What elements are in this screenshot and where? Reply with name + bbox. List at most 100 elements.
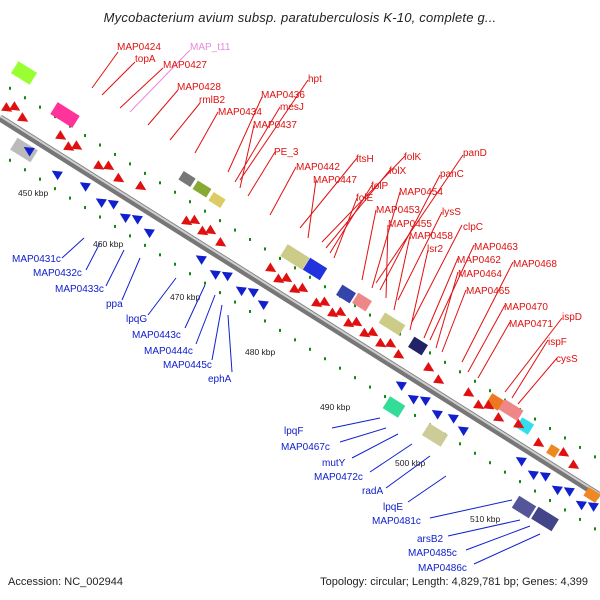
scale-tick [129,234,131,238]
gene-mesJ: mesJ [234,102,304,183]
scale-tick [579,445,581,449]
gene-clpC: clpC [411,222,483,323]
feature-box [10,61,38,85]
gene-label: MAP_t11 [190,42,231,53]
gene-MAP0464: MAP0464 [435,269,502,349]
forward-gene-arrow [335,306,347,317]
gene-arsB2: arsB2 [417,519,521,545]
gene-label: clpC [463,222,483,233]
gene-label: MAP0471 [509,319,553,330]
forward-gene-arrow [493,412,505,422]
gene-label: MAP0444c [144,346,193,357]
scale-tick [189,200,191,204]
forward-gene-arrow [473,399,485,410]
scale-tick [489,389,491,393]
reverse-gene-arrow [257,300,269,310]
gene-label: MAP0424 [117,42,161,53]
gene-MAP0432c: MAP0432c [33,242,101,279]
forward-gene-arrow [393,349,405,359]
scale-tick [294,338,296,342]
forward-gene-arrow [281,272,293,283]
gene-label: MAP0437 [253,120,297,131]
forward-gene-arrow [55,130,67,140]
genome-backbone-highlight [0,115,600,495]
scale-tick [504,470,506,474]
gene-PE_3: PE_3 [247,147,299,197]
scale-label: 450 kbp [18,188,49,198]
scale-labels: 450 kbp 460 kbp 470 kbp 480 kbp 490 kbp … [18,188,501,524]
scale-tick [159,181,161,185]
gene-MAP0481c: MAP0481c [372,499,513,527]
gene-MAP0462: MAP0462 [423,255,501,339]
scale-tick [9,86,11,90]
gene-MAP0431c: MAP0431c [12,237,85,265]
reverse-gene-arrow [209,270,221,280]
gene-label: ephA [208,374,232,385]
reverse-gene-arrow [587,502,599,512]
gene-MAP0467c: MAP0467c [281,427,387,453]
gene-MAP0470: MAP0470 [467,302,548,373]
scale-tick [159,253,161,257]
accession-label: Accession: NC_002944 [8,576,123,588]
gene-label: mesJ [280,102,304,113]
reverse-gene-arrow [51,170,63,181]
scale-tick [594,455,596,459]
scale-tick [249,310,251,313]
feature-box [336,284,356,304]
scale-tick [279,256,281,260]
scale-tick [279,328,281,332]
scale-tick [144,171,146,175]
scale-label: 490 kbp [320,402,351,412]
forward-gene-arrow [103,160,115,170]
forward-gene-arrow [297,282,309,293]
reverse-gene-arrow [419,396,431,407]
reverse-gene-arrow [563,487,575,497]
scale-tick [294,266,296,270]
forward-gene-arrow [71,140,83,150]
gene-label: MAP0453 [376,205,420,216]
reverse-gene-arrow [119,213,131,224]
scale-tick [579,517,581,521]
scale-label: 510 kbp [470,514,501,524]
gene-label: hpt [308,74,322,85]
genome-backbone [0,115,600,499]
scale-tick [309,347,311,351]
gene-lpqF: lpqF [284,417,381,437]
gene-MAP0433c: MAP0433c [55,249,125,295]
gene-label: ispD [562,312,582,323]
scale-tick [474,379,476,383]
gene-label: ftsH [356,154,374,165]
scale-tick [9,158,11,162]
scale-tick [39,105,41,109]
gene-label: MAP0427 [163,60,207,71]
reverse-gene-arrow [247,288,259,298]
scale-tick [234,300,236,304]
gene-lsr2: lsr2 [409,244,444,331]
forward-gene-arrow [135,180,147,191]
reverse-gene-arrow [457,426,469,436]
gene-ispF: ispF [511,337,567,399]
gene-folX: folX [325,166,407,249]
gene-label: MAP0464 [458,269,502,280]
gene-label: ispF [548,337,567,348]
gene-label: MAP0455 [388,219,432,230]
forward-gene-arrow [113,172,125,183]
gene-label: PE_3 [274,147,299,158]
gene-MAP0444c: MAP0444c [144,294,216,357]
gene-label: MAP0462 [457,255,501,266]
scale-tick [444,360,446,364]
forward-gene-arrow [215,236,227,247]
reverse-gene-arrow [143,228,155,239]
feature-box [378,312,406,336]
feature-box [421,423,449,447]
gene-label: panD [463,148,487,159]
gene-label: folK [404,152,422,163]
forward-gene-labels: MAP0424 topA MAP_t11 MAP0427 MAP0428 rml… [91,42,582,405]
scale-tick [174,262,176,266]
gene-label: folE [356,193,374,204]
gene-folE: folE [333,193,374,259]
gene-label: MAP0431c [12,254,61,265]
gene-label: lpqE [383,502,403,513]
feature-box [546,444,560,458]
forward-gene-arrow [463,387,475,397]
